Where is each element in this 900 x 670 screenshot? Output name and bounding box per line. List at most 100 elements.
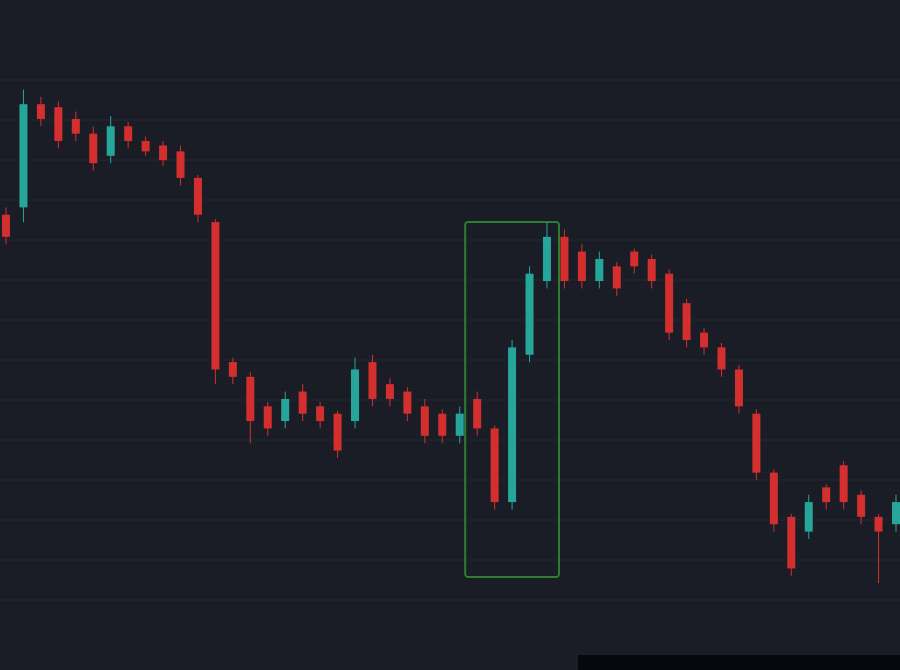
candle-body <box>403 391 412 414</box>
candle <box>385 378 394 407</box>
candle-body <box>874 516 883 532</box>
candle-body <box>892 502 900 525</box>
candle-body <box>263 406 272 429</box>
candle-body <box>734 369 743 407</box>
candle-body <box>769 472 778 525</box>
candle <box>804 494 813 539</box>
candle <box>892 494 900 532</box>
candle-body <box>193 177 202 215</box>
candle <box>473 391 482 436</box>
candle-body <box>438 413 447 436</box>
candle <box>141 136 150 156</box>
candle-body <box>717 347 726 370</box>
candle-body <box>159 145 168 161</box>
candle-body <box>595 258 604 282</box>
grid <box>0 79 900 601</box>
candle-body <box>822 487 831 503</box>
candle <box>54 101 63 149</box>
candle <box>19 89 28 223</box>
candle <box>89 126 98 171</box>
candle <box>857 490 866 525</box>
candle-body <box>36 104 45 119</box>
candle <box>508 340 517 510</box>
candle <box>682 298 691 348</box>
highlight-box <box>464 221 560 578</box>
candles <box>2 89 900 584</box>
candle <box>228 357 237 385</box>
candle-body <box>351 369 360 422</box>
candle-body <box>752 413 761 473</box>
candle <box>211 219 220 385</box>
candle <box>403 387 412 422</box>
candle-body <box>490 428 499 503</box>
candle <box>734 365 743 414</box>
candle <box>333 410 342 458</box>
candle-body <box>246 376 255 422</box>
candle <box>612 261 621 296</box>
candle <box>595 251 604 289</box>
candle <box>368 354 377 407</box>
candle <box>193 174 202 223</box>
candle-body <box>612 266 621 289</box>
candle-body <box>455 413 464 436</box>
candle-body <box>473 398 482 429</box>
candle <box>298 384 307 422</box>
footer-bar <box>578 655 900 670</box>
candle-body <box>630 251 639 267</box>
candle-body <box>54 107 63 142</box>
candle <box>2 207 10 245</box>
candle <box>769 469 778 532</box>
candle <box>874 513 883 584</box>
candle <box>822 484 831 510</box>
candle <box>246 372 255 444</box>
candle <box>630 248 639 274</box>
candle <box>577 244 586 289</box>
candle <box>159 141 168 167</box>
candle-body <box>298 391 307 414</box>
candle <box>542 222 551 289</box>
candle <box>717 342 726 377</box>
candle <box>438 409 447 444</box>
candle <box>525 266 534 363</box>
candle <box>787 513 796 576</box>
candle-body <box>560 236 569 282</box>
candle <box>176 145 185 186</box>
candle-body <box>368 362 377 399</box>
candle <box>281 391 290 429</box>
candle-body <box>577 251 586 282</box>
candle-body <box>333 413 342 451</box>
candle-body <box>71 118 80 134</box>
candle <box>665 269 674 340</box>
candle <box>106 116 115 164</box>
candle-body <box>176 151 185 178</box>
candle <box>316 401 325 429</box>
candle-body <box>542 236 551 282</box>
candle-body <box>857 494 866 517</box>
candle-body <box>508 347 517 503</box>
candle <box>647 254 656 289</box>
candle-body <box>385 384 394 399</box>
candle-body <box>281 398 290 422</box>
candle-body <box>839 465 848 503</box>
candle <box>351 357 360 429</box>
candle <box>560 229 569 289</box>
candle <box>71 111 80 142</box>
candle-body <box>804 502 813 532</box>
candle-body <box>228 362 237 377</box>
candle <box>490 425 499 510</box>
candle <box>839 460 848 510</box>
candle <box>700 328 709 355</box>
candle <box>36 96 45 127</box>
candle-body <box>19 104 28 208</box>
candle <box>455 406 464 444</box>
candle-body <box>2 214 10 237</box>
candle-body <box>647 258 656 282</box>
candle-body <box>106 126 115 156</box>
candle-body <box>316 406 325 422</box>
candle-body <box>525 273 534 355</box>
candle-body <box>211 222 220 370</box>
candle-body <box>787 516 796 569</box>
candle <box>124 121 133 149</box>
candle <box>752 409 761 480</box>
